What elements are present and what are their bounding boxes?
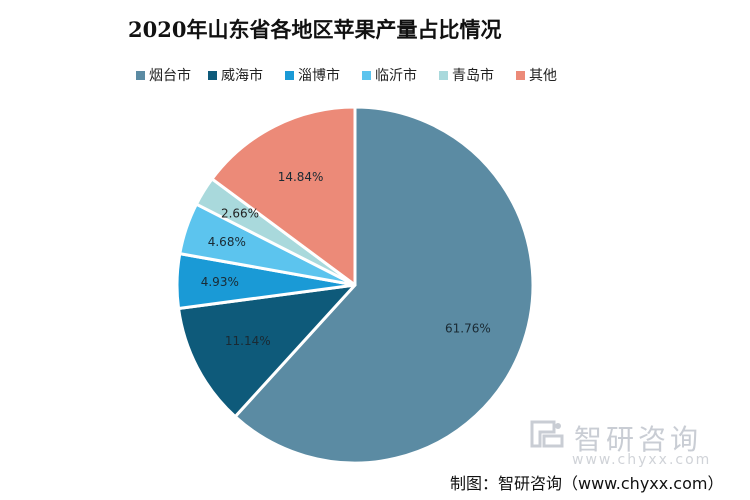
pie-slice-other — [210, 105, 357, 287]
legend-label: 其他 — [529, 68, 557, 84]
legend-swatch — [208, 70, 217, 80]
legend-label: 淄博市 — [298, 68, 340, 84]
slice-label-weihai: 11.14% — [225, 334, 271, 348]
legend-item-qingdao: 青岛市 — [439, 64, 494, 86]
legend-item-other: 其他 — [516, 64, 557, 86]
legend-swatch — [285, 70, 294, 80]
slice-label-yantai: 61.76% — [445, 322, 491, 336]
watermark: 智研咨询 www.chyxx.com — [528, 418, 750, 470]
pie-slice-yantai — [233, 105, 535, 465]
legend-label: 临沂市 — [375, 68, 417, 84]
legend-item-weihai: 威海市 — [208, 64, 263, 86]
slice-label-other: 14.84% — [278, 170, 324, 184]
slice-label-qingdao: 2.66% — [221, 207, 259, 221]
pie-slice-weihai — [177, 283, 357, 419]
chart-legend: 烟台市 威海市 淄博市 临沂市 青岛市 其他 — [0, 64, 750, 86]
legend-swatch — [439, 70, 448, 80]
chart-title: 2020年山东省各地区苹果产量占比情况 — [128, 17, 502, 42]
watermark-brand: 智研咨询 — [574, 423, 703, 456]
source-note: 制图：智研咨询（www.chyxx.com） — [450, 474, 724, 493]
legend-label: 威海市 — [221, 68, 263, 84]
legend-swatch — [362, 70, 371, 80]
chyxx-logo-icon — [530, 420, 564, 448]
watermark-url: www.chyxx.com — [572, 452, 712, 468]
legend-label: 烟台市 — [149, 68, 191, 84]
slice-label-linyi: 4.68% — [208, 235, 246, 249]
slice-label-zibo: 4.93% — [201, 275, 239, 289]
legend-item-linyi: 临沂市 — [362, 64, 417, 86]
legend-label: 青岛市 — [452, 68, 494, 84]
legend-item-zibo: 淄博市 — [285, 64, 340, 86]
legend-swatch — [516, 70, 525, 80]
legend-swatch — [136, 70, 145, 80]
legend-item-yantai: 烟台市 — [136, 64, 191, 86]
